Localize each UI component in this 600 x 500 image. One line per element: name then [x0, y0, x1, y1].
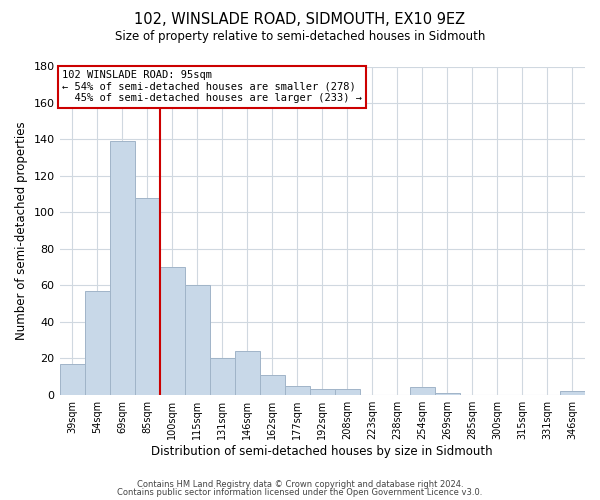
Bar [185, 286, 209, 395]
Text: Contains public sector information licensed under the Open Government Licence v3: Contains public sector information licen… [118, 488, 482, 497]
Bar [134, 198, 160, 394]
Bar [410, 388, 435, 394]
Bar [260, 374, 285, 394]
Text: Size of property relative to semi-detached houses in Sidmouth: Size of property relative to semi-detach… [115, 30, 485, 43]
Text: 102 WINSLADE ROAD: 95sqm
← 54% of semi-detached houses are smaller (278)
  45% o: 102 WINSLADE ROAD: 95sqm ← 54% of semi-d… [62, 70, 362, 103]
Bar [335, 389, 360, 394]
Bar [209, 358, 235, 395]
X-axis label: Distribution of semi-detached houses by size in Sidmouth: Distribution of semi-detached houses by … [151, 444, 493, 458]
Bar [435, 393, 460, 394]
Bar [110, 142, 134, 394]
Bar [310, 389, 335, 394]
Bar [285, 386, 310, 394]
Text: Contains HM Land Registry data © Crown copyright and database right 2024.: Contains HM Land Registry data © Crown c… [137, 480, 463, 489]
Bar [160, 267, 185, 394]
Bar [235, 351, 260, 395]
Bar [85, 291, 110, 395]
Text: 102, WINSLADE ROAD, SIDMOUTH, EX10 9EZ: 102, WINSLADE ROAD, SIDMOUTH, EX10 9EZ [134, 12, 466, 28]
Bar [560, 391, 585, 394]
Y-axis label: Number of semi-detached properties: Number of semi-detached properties [15, 122, 28, 340]
Bar [59, 364, 85, 394]
